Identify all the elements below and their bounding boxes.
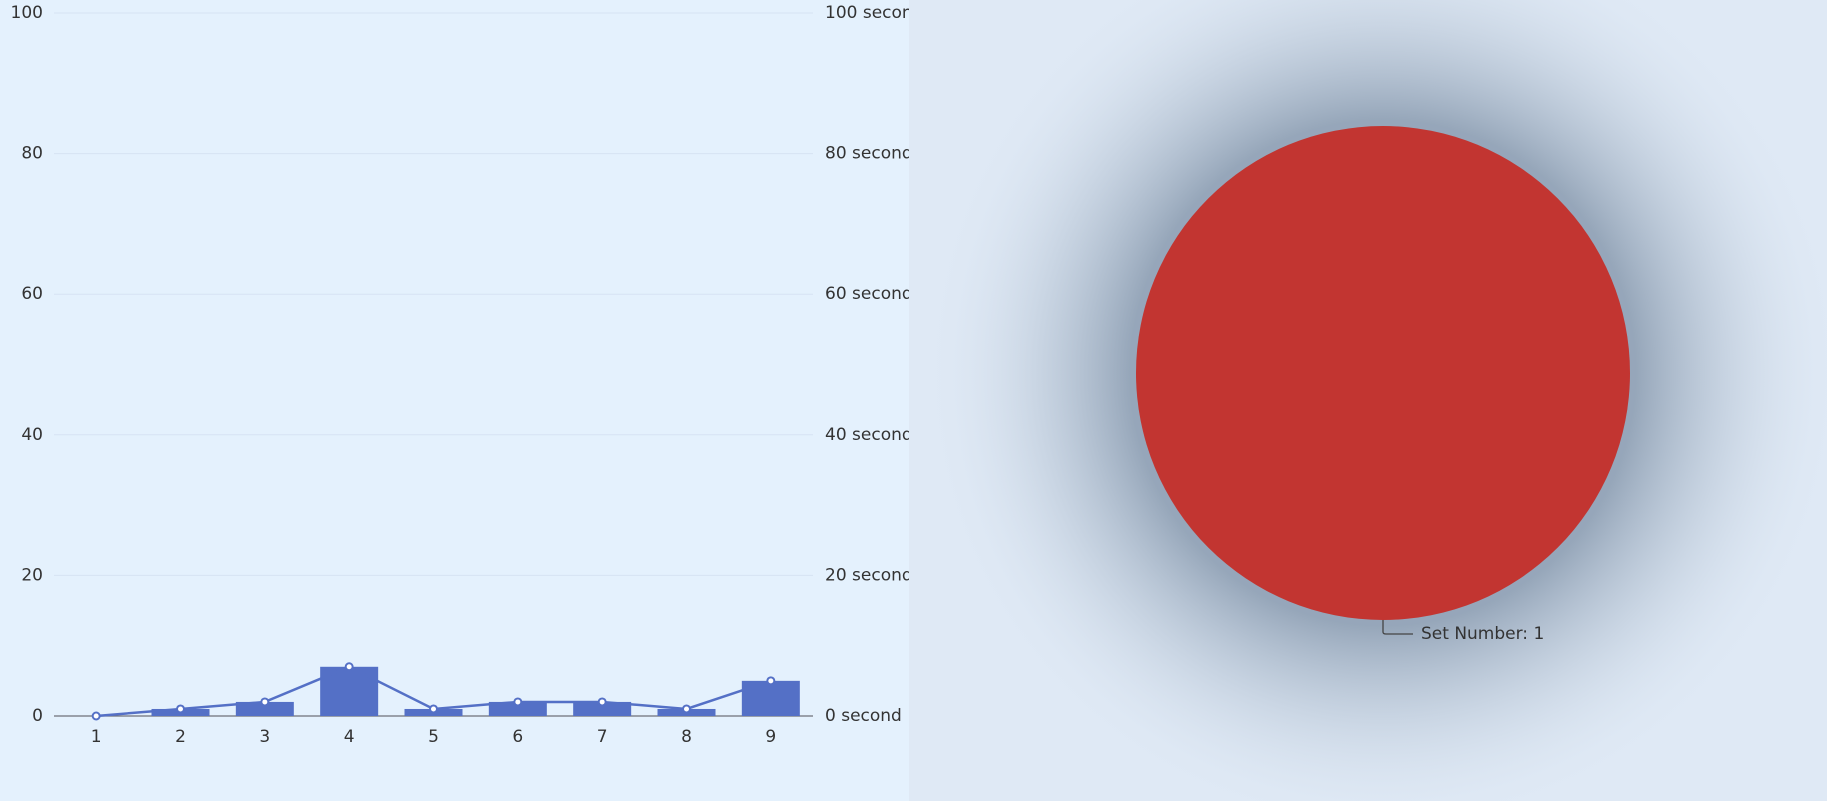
bar bbox=[573, 701, 632, 716]
x-tick-label: 9 bbox=[765, 727, 776, 747]
line-point bbox=[597, 697, 607, 707]
bar bbox=[235, 701, 294, 716]
y2-tick-label: 60 second bbox=[825, 284, 913, 304]
x-tick-label: 3 bbox=[259, 727, 270, 747]
y2-tick-label: 100 second bbox=[825, 3, 923, 23]
x-tick-label: 5 bbox=[428, 727, 439, 747]
bar bbox=[741, 680, 800, 716]
line-point bbox=[91, 711, 101, 721]
combo-chart: 0 20 40 60 80 100 0 second 20 second 40 second 60… bbox=[11, 3, 923, 747]
bar bbox=[488, 701, 547, 716]
y2-tick-label: 0 second bbox=[825, 706, 902, 726]
x-tick-label: 7 bbox=[597, 727, 608, 747]
line-point bbox=[513, 697, 523, 707]
y-tick-label: 40 bbox=[21, 425, 43, 445]
left-panel bbox=[0, 0, 909, 801]
x-tick-label: 1 bbox=[91, 727, 102, 747]
line-point bbox=[682, 704, 691, 714]
x-tick-label: 4 bbox=[344, 727, 355, 747]
y-tick-label: 20 bbox=[21, 565, 43, 585]
pie-slice bbox=[1136, 126, 1630, 620]
y-tick-label: 80 bbox=[21, 144, 43, 164]
y2-tick-label: 20 second bbox=[825, 565, 913, 585]
pie-chart: Set Number: 1 bbox=[1136, 126, 1630, 644]
y-tick-label: 100 bbox=[11, 3, 43, 23]
line-point bbox=[344, 662, 354, 672]
x-tick-label: 2 bbox=[175, 727, 186, 747]
label-line bbox=[1382, 620, 1413, 635]
line-point bbox=[176, 704, 185, 714]
line-point bbox=[260, 697, 270, 707]
y-tick-label: 60 bbox=[21, 284, 43, 304]
y2-tick-label: 40 second bbox=[825, 425, 913, 445]
y2-tick-label: 80 second bbox=[825, 144, 913, 164]
line-point bbox=[766, 676, 776, 686]
y-tick-label: 0 bbox=[32, 706, 43, 726]
x-tick-label: 8 bbox=[681, 727, 692, 747]
line-point bbox=[429, 704, 438, 714]
x-tick-label: 6 bbox=[512, 727, 523, 747]
slice-label: Set Number: 1 bbox=[1421, 624, 1544, 644]
